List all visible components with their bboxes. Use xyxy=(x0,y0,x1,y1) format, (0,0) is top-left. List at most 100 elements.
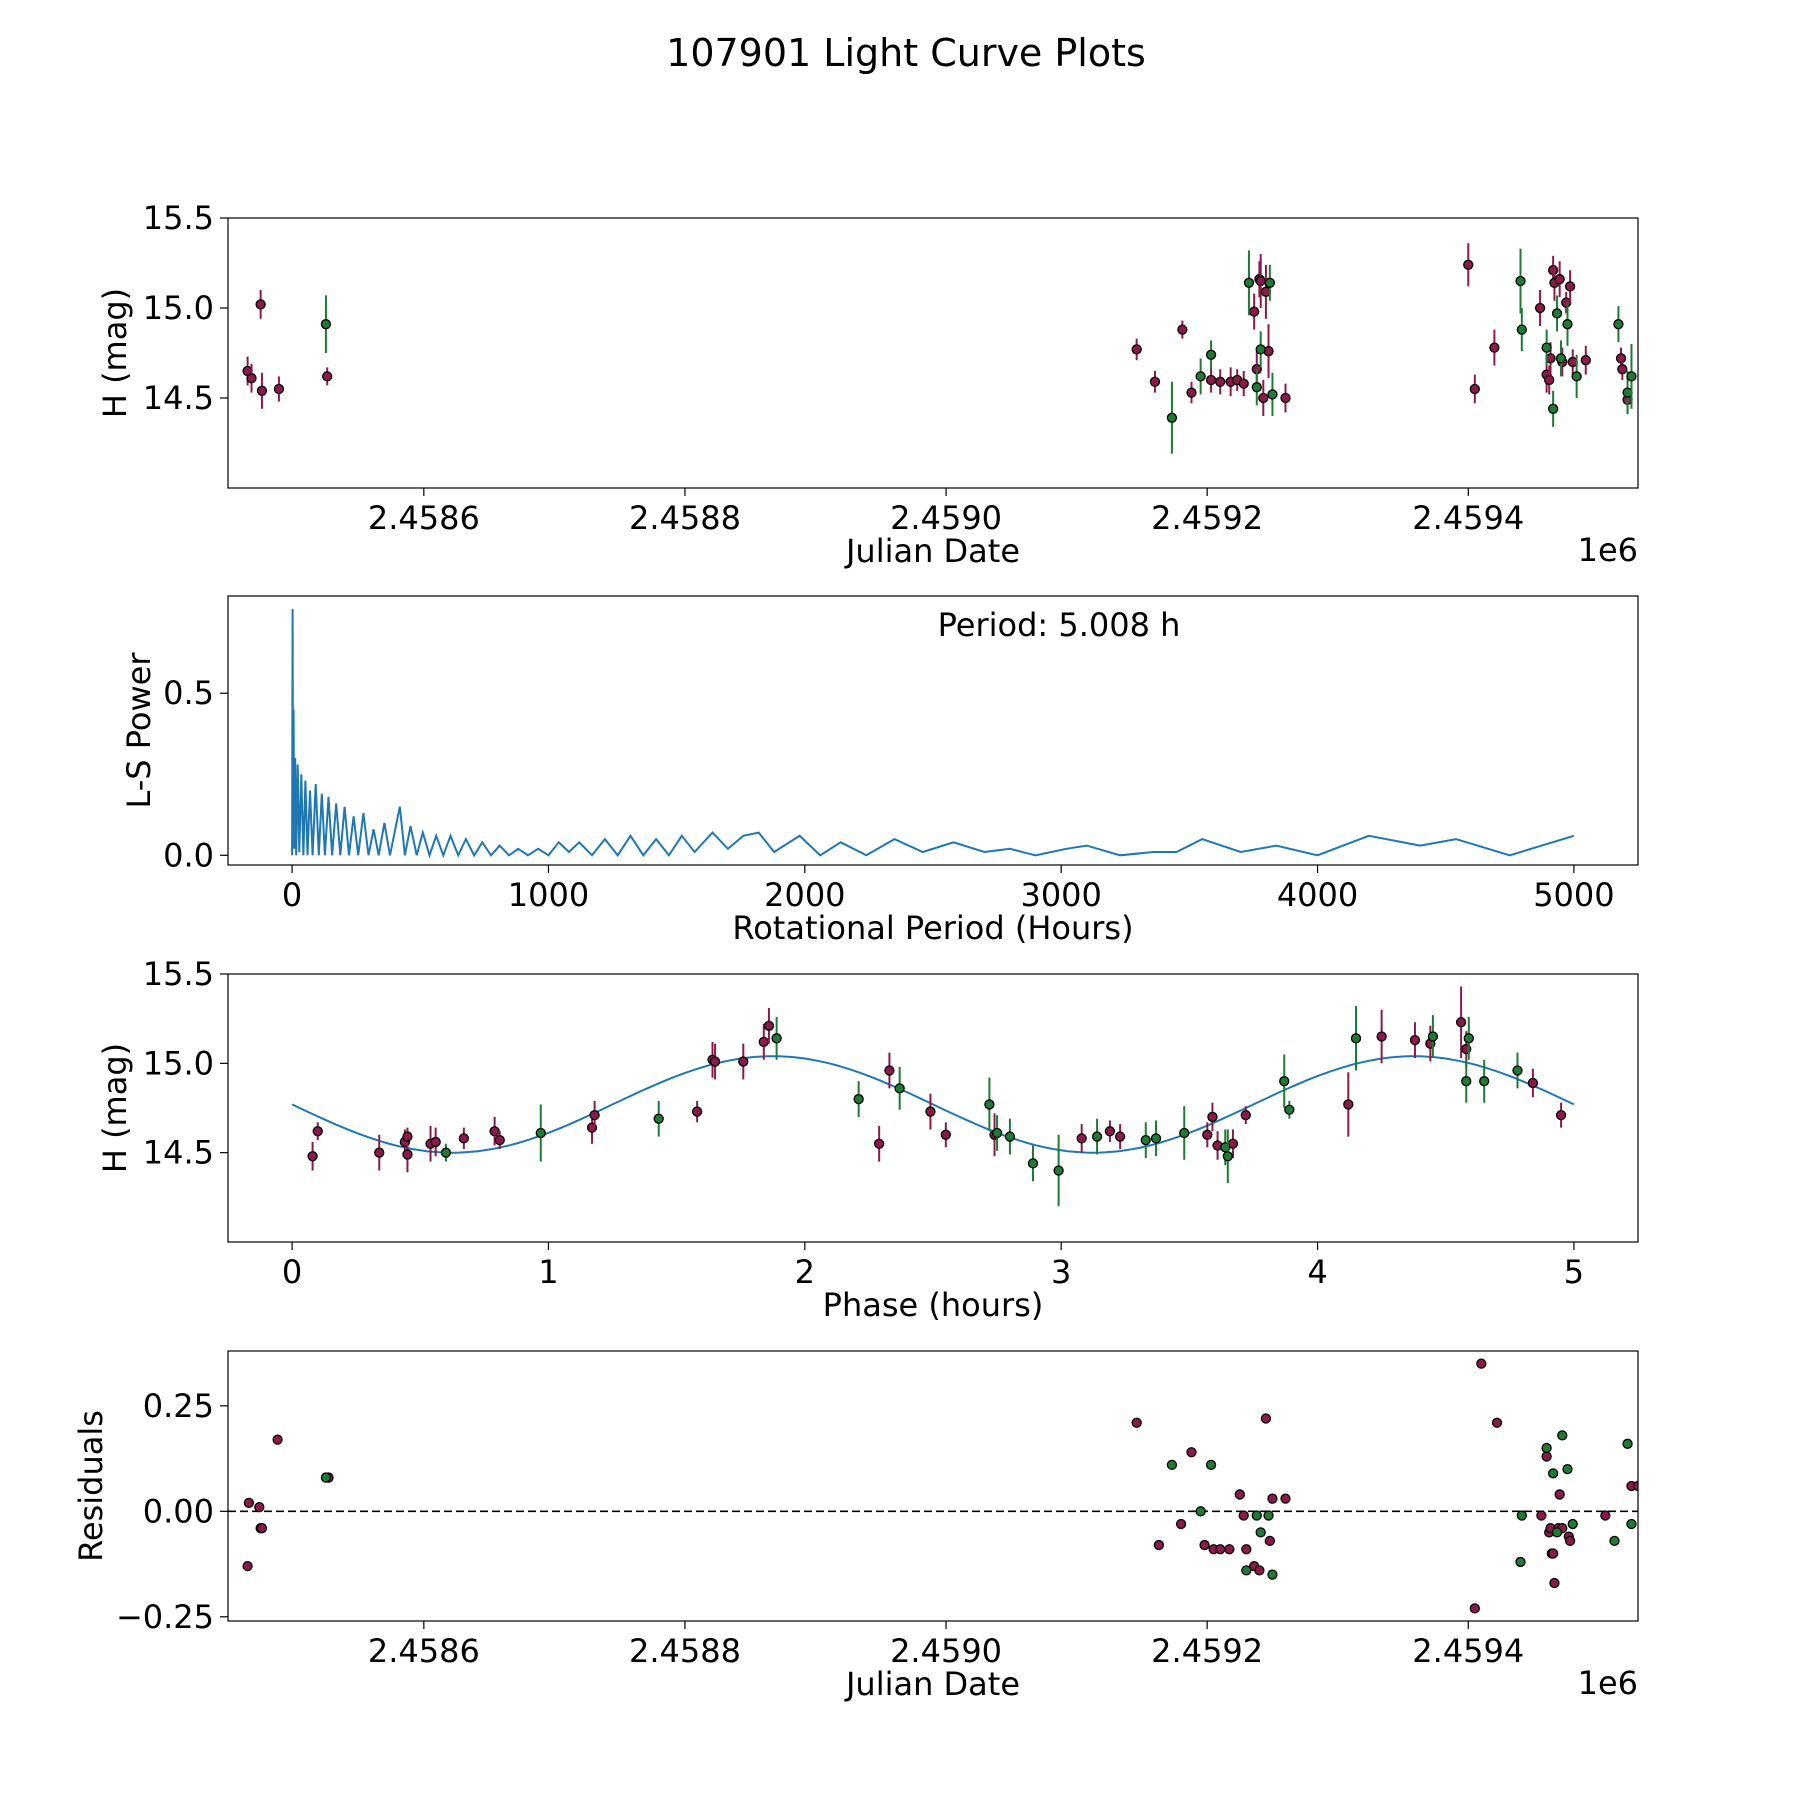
residuals-ytick-label: 0.25 xyxy=(143,1387,214,1425)
phase-fold-data-point xyxy=(440,1147,452,1158)
residuals-data-point xyxy=(1255,1527,1266,1538)
periodogram-panel: Rotational Period (Hours) L-S Power Peri… xyxy=(120,595,1639,947)
phase-fold-data-point xyxy=(402,1131,413,1142)
residuals-data-point xyxy=(1547,1468,1559,1479)
phase-fold-ytick-label: 15.0 xyxy=(143,1044,214,1082)
phase-fold-axes-frame xyxy=(227,973,1639,1243)
phase-fold-data-point xyxy=(1512,1065,1523,1076)
time-series-data-point xyxy=(1580,355,1591,366)
time-series-x-offset: 1e6 xyxy=(1578,531,1638,569)
phase-fold-data-point xyxy=(758,1036,769,1048)
residuals-ylabel: Residuals xyxy=(72,1410,110,1562)
phase-fold-data-point xyxy=(1284,1104,1295,1115)
residuals-data-point xyxy=(1551,1527,1563,1538)
time-series-data-point xyxy=(1131,344,1142,355)
residuals-xtick-label: 2.4588 xyxy=(629,1632,741,1670)
time-series-data-point xyxy=(322,371,333,382)
time-series-ylabel: H (mag) xyxy=(96,288,134,418)
time-series-data-point xyxy=(1205,349,1217,360)
residuals-data-point xyxy=(1260,1413,1272,1424)
residuals-plot-area xyxy=(228,1358,1638,1614)
time-series-data-point xyxy=(1238,378,1249,389)
phase-fold-xtick-label: 3 xyxy=(1051,1253,1071,1291)
phase-fold-data-point xyxy=(709,1056,721,1067)
phase-fold-xtick-label: 0 xyxy=(282,1253,302,1291)
residuals-data-point xyxy=(1600,1510,1611,1521)
phase-fold-data-point xyxy=(1479,1076,1490,1087)
residuals-data-point xyxy=(1238,1510,1249,1521)
residuals-data-point xyxy=(242,1561,253,1572)
time-series-data-point xyxy=(1547,403,1559,414)
phase-fold-data-point xyxy=(307,1151,318,1162)
time-series-data-point xyxy=(256,385,268,396)
time-series-data-point xyxy=(1534,302,1546,314)
residuals-xtick-label: 2.4586 xyxy=(368,1632,480,1670)
residuals-x-offset: 1e6 xyxy=(1578,1664,1638,1702)
phase-fold-data-point xyxy=(402,1149,413,1160)
time-series-xtick-label: 2.4592 xyxy=(1151,499,1263,537)
phase-fold-data-point xyxy=(940,1129,951,1140)
time-series-xtick-label: 2.4586 xyxy=(368,499,480,537)
residuals-data-point xyxy=(1241,1565,1252,1576)
residuals-data-point xyxy=(1626,1518,1637,1530)
residuals-data-point xyxy=(1254,1565,1265,1576)
phase-fold-panel: Phase (hours) H (mag) 0 1 2 3 4 5 14.5 15.0 15.5 xyxy=(96,955,1639,1324)
residuals-data-point xyxy=(1557,1430,1568,1441)
time-series-data-point xyxy=(1264,277,1275,288)
residuals-data-point xyxy=(1564,1535,1576,1546)
phase-fold-data-point xyxy=(1207,1111,1218,1123)
time-series-data-point xyxy=(1255,275,1266,287)
phase-fold-plot-area xyxy=(291,986,1575,1207)
time-series-data-point xyxy=(1626,371,1637,382)
time-series-data-point xyxy=(1551,308,1563,319)
residuals-data-point xyxy=(1264,1535,1275,1546)
phase-fold-xtick-label: 5 xyxy=(1564,1253,1584,1291)
time-series-panel: Julian Date H (mag) 1e6 2.4586 2.4588 2.45… xyxy=(96,199,1639,570)
time-series-data-point xyxy=(1515,275,1526,287)
time-series-data-point xyxy=(1258,392,1269,404)
residuals-panel: Julian Date Residuals 1e6 2.4586 2.4588 2.… xyxy=(72,1350,1639,1703)
residuals-data-point xyxy=(1199,1539,1210,1551)
residuals-data-point xyxy=(243,1497,255,1509)
periodogram-power-line xyxy=(291,608,1575,859)
time-series-xlabel: Julian Date xyxy=(844,532,1020,570)
periodogram-axes-frame xyxy=(227,595,1639,866)
phase-fold-data-point xyxy=(1376,1031,1387,1042)
phase-fold-data-point xyxy=(1279,1076,1290,1087)
time-series-ytick-label: 15.5 xyxy=(143,199,214,237)
residuals-data-point xyxy=(1547,1548,1559,1559)
period-annotation: Period: 5.008 h xyxy=(938,606,1181,644)
phase-fold-xtick-label: 2 xyxy=(795,1253,815,1291)
phase-fold-data-point xyxy=(1461,1076,1472,1087)
time-series-data-point xyxy=(246,373,257,384)
time-series-data-point xyxy=(273,383,285,395)
residuals-data-point xyxy=(254,1501,265,1513)
residuals-data-point xyxy=(256,1523,268,1534)
time-series-data-point xyxy=(1280,392,1291,404)
residuals-data-point xyxy=(1263,1510,1274,1521)
periodogram-xlabel: Rotational Period (Hours) xyxy=(732,909,1133,947)
periodogram-xtick-label: 0 xyxy=(282,876,302,914)
phase-fold-data-point xyxy=(1027,1158,1039,1169)
phase-fold-data-point xyxy=(925,1106,936,1117)
phase-fold-data-point xyxy=(1343,1099,1354,1110)
time-series-data-point xyxy=(1544,374,1555,386)
phase-fold-ytick-label: 15.5 xyxy=(143,955,214,993)
figure-title: 107901 Light Curve Plots xyxy=(666,31,1146,75)
residuals-data-point xyxy=(1224,1544,1235,1555)
periodogram-ylabel: L-S Power xyxy=(120,652,158,809)
residuals-data-point xyxy=(1541,1451,1552,1462)
phase-fold-data-point xyxy=(1350,1033,1362,1044)
residuals-data-point xyxy=(1186,1447,1197,1458)
phase-fold-data-point xyxy=(489,1126,500,1137)
time-series-data-point xyxy=(1555,353,1567,364)
time-series-data-point xyxy=(1469,383,1480,395)
residuals-data-point xyxy=(1609,1535,1620,1546)
residuals-xlabel: Julian Date xyxy=(844,1665,1020,1703)
time-series-xtick-label: 2.4588 xyxy=(629,499,741,537)
time-series-ytick-label: 14.5 xyxy=(143,379,214,417)
time-series-data-point xyxy=(1541,342,1552,353)
phase-fold-data-point xyxy=(984,1099,995,1110)
residuals-data-point xyxy=(1476,1358,1487,1369)
time-series-data-point xyxy=(1186,387,1197,398)
